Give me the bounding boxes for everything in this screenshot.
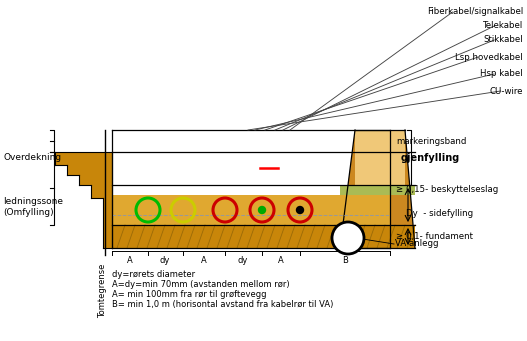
Text: gjenfylling: gjenfylling <box>401 153 460 163</box>
Polygon shape <box>340 185 415 195</box>
Text: Stikkabel: Stikkabel <box>483 35 523 44</box>
Text: B: B <box>342 256 348 265</box>
Text: A=dy=min 70mm (avstanden mellom rør): A=dy=min 70mm (avstanden mellom rør) <box>112 280 290 289</box>
Text: Lsp hovedkabel: Lsp hovedkabel <box>455 53 523 61</box>
Polygon shape <box>112 195 390 225</box>
Text: dy: dy <box>238 256 248 265</box>
Text: A= min 100mm fra rør til grøftevegg: A= min 100mm fra rør til grøftevegg <box>112 290 267 299</box>
Text: ledningssone
(Omfylling): ledningssone (Omfylling) <box>3 197 63 217</box>
Text: ≥ 0,15- beskyttelseslag: ≥ 0,15- beskyttelseslag <box>396 186 498 194</box>
Text: Fiberkabel/signalkabel: Fiberkabel/signalkabel <box>427 8 523 16</box>
Text: Hsp kabel: Hsp kabel <box>481 70 523 78</box>
Text: Dy  - sidefylling: Dy - sidefylling <box>406 208 473 218</box>
Text: A: A <box>278 256 284 265</box>
Circle shape <box>332 222 364 254</box>
Text: A: A <box>127 256 133 265</box>
Text: ≥ 0,1- fundament: ≥ 0,1- fundament <box>396 233 473 241</box>
Circle shape <box>297 207 304 213</box>
Text: VA anlegg: VA anlegg <box>395 239 438 249</box>
Polygon shape <box>340 130 415 248</box>
Polygon shape <box>355 130 405 185</box>
Polygon shape <box>112 225 415 248</box>
Text: dy: dy <box>160 256 170 265</box>
Text: B= min 1,0 m (horisontal avstand fra kabelrør til VA): B= min 1,0 m (horisontal avstand fra kab… <box>112 300 334 309</box>
Text: CU-wire: CU-wire <box>490 87 523 95</box>
Polygon shape <box>55 152 112 248</box>
Text: Tomtegrense: Tomtegrense <box>99 264 108 318</box>
Circle shape <box>259 207 266 213</box>
Text: markeringsband: markeringsband <box>396 136 466 146</box>
Text: Telekabel: Telekabel <box>483 21 523 30</box>
Text: dy=rørets diameter: dy=rørets diameter <box>112 270 195 279</box>
Text: A: A <box>201 256 207 265</box>
Text: Overdekning: Overdekning <box>3 153 61 163</box>
